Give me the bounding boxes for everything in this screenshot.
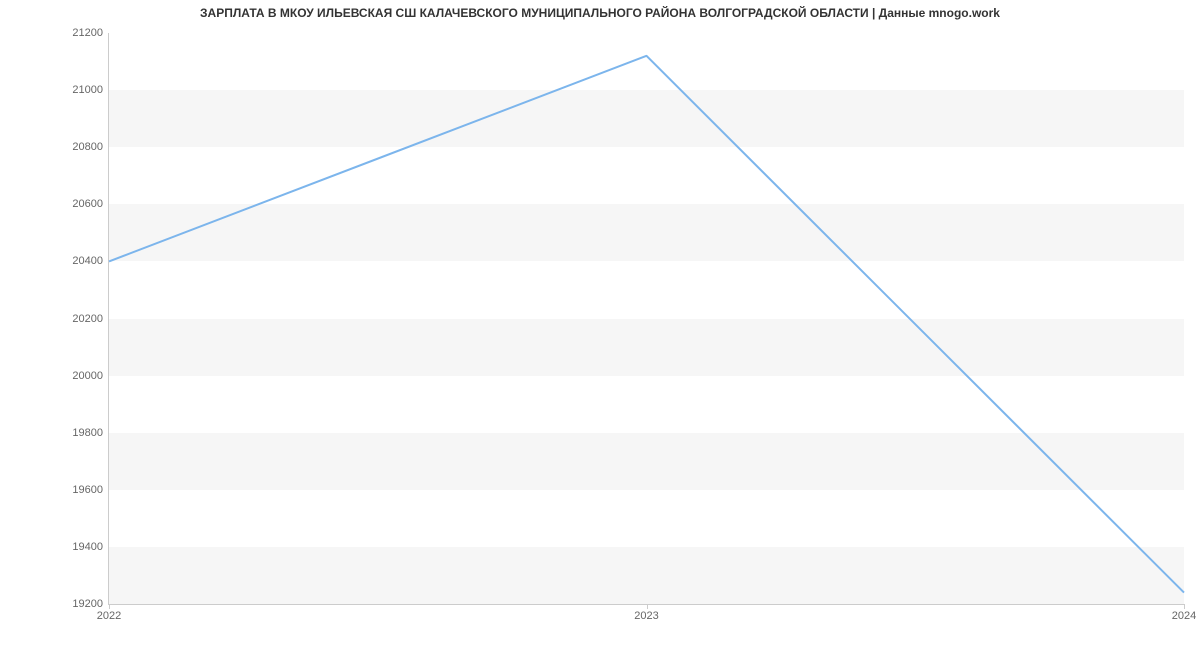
x-tick-label: 2022 [97,610,121,622]
y-tick-label: 20400 [72,255,103,267]
series-line [109,56,1184,593]
plot-area: 1920019400196001980020000202002040020600… [108,33,1184,605]
x-tick-label: 2023 [634,610,658,622]
y-tick-label: 20600 [72,198,103,210]
salary-line-chart: ЗАРПЛАТА В МКОУ ИЛЬЕВСКАЯ СШ КАЛАЧЕВСКОГ… [0,0,1200,650]
y-tick-label: 19200 [72,598,103,610]
chart-title: ЗАРПЛАТА В МКОУ ИЛЬЕВСКАЯ СШ КАЛАЧЕВСКОГ… [0,6,1200,20]
y-tick-label: 19800 [72,427,103,439]
x-tick-label: 2024 [1172,610,1196,622]
chart-line-svg [109,33,1184,604]
y-tick-label: 20200 [72,313,103,325]
y-tick-label: 20000 [72,370,103,382]
y-tick-label: 19400 [72,541,103,553]
x-tick-mark [109,604,110,609]
y-tick-label: 20800 [72,141,103,153]
y-tick-label: 19600 [72,484,103,496]
y-tick-label: 21000 [72,84,103,96]
x-tick-mark [647,604,648,609]
x-tick-mark [1184,604,1185,609]
y-tick-label: 21200 [72,27,103,39]
